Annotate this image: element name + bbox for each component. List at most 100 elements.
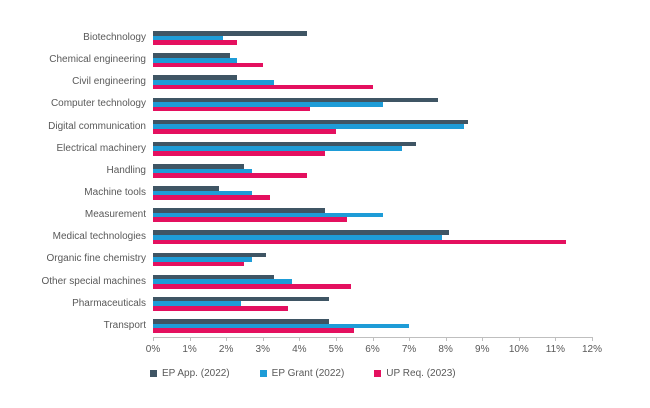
bar-ep-app-2022 [153, 186, 219, 191]
bar-up-req-2023 [153, 62, 263, 68]
bar-ep-app-2022 [153, 164, 245, 169]
bar-ep-app-2022 [153, 75, 238, 81]
bar-up-req-2023 [153, 261, 245, 267]
x-tick-label: 6% [365, 344, 380, 355]
legend-label: EP Grant (2022) [271, 368, 345, 379]
x-tick-label: 8% [438, 344, 453, 355]
category-label: Computer technology [50, 98, 146, 110]
bar-ep-app-2022 [153, 319, 329, 324]
legend-item: UP Req. (2023) [374, 368, 456, 379]
bar-ep-grant-2022 [153, 257, 252, 262]
bar-up-req-2023 [153, 217, 347, 223]
x-tick-mark [482, 337, 484, 341]
bar-group [153, 182, 592, 204]
bar-ep-grant-2022 [153, 235, 442, 240]
x-tick-label: 3% [255, 344, 270, 355]
x-tick-mark [335, 337, 337, 341]
bar-group [153, 248, 592, 270]
category-label: Medical technologies [52, 231, 146, 243]
bar-up-req-2023 [153, 151, 325, 156]
category-label: Biotechnology [83, 32, 146, 44]
x-tick-mark [409, 337, 411, 341]
bar-group [153, 271, 592, 293]
x-tick-label: 5% [328, 344, 344, 355]
bar-ep-grant-2022 [153, 323, 410, 329]
legend-swatch-icon [374, 370, 382, 377]
bar-ep-app-2022 [153, 252, 267, 258]
x-tick-mark [445, 337, 447, 341]
bar-ep-grant-2022 [153, 279, 293, 284]
legend-swatch-icon [259, 370, 267, 377]
bar-up-req-2023 [153, 173, 307, 178]
bar-group [153, 49, 592, 71]
category-label: Digital communication [48, 120, 146, 132]
category-label: Handling [106, 164, 146, 176]
bar-up-req-2023 [153, 106, 311, 112]
x-tick-label: 7% [401, 344, 417, 355]
legend-item: EP App. (2022) [150, 368, 230, 379]
bar-up-req-2023 [153, 128, 336, 134]
bar-ep-grant-2022 [153, 102, 384, 107]
bar-group [153, 116, 592, 138]
bar-group [153, 93, 592, 115]
bar-ep-grant-2022 [153, 301, 241, 307]
legend-label: UP Req. (2023) [386, 368, 456, 379]
bar-up-req-2023 [153, 84, 373, 90]
bar-group [153, 226, 592, 248]
x-tick-mark [153, 337, 154, 341]
bar-group [153, 160, 592, 182]
category-label: Chemical engineering [49, 54, 146, 66]
bar-group [153, 138, 592, 160]
x-tick-label: 0% [145, 344, 161, 355]
bar-ep-app-2022 [153, 141, 417, 147]
bar-up-req-2023 [153, 40, 238, 45]
x-tick-mark [372, 337, 374, 341]
legend: EP App. (2022) EP Grant (2022) UP Req. (20… [150, 368, 456, 379]
bar-ep-grant-2022 [153, 35, 223, 41]
category-label: Measurement [84, 209, 146, 221]
bar-ep-app-2022 [153, 274, 274, 280]
x-tick-mark [299, 337, 301, 341]
legend-item: EP Grant (2022) [259, 368, 345, 379]
bar-group [153, 27, 592, 49]
category-label: Pharmaceuticals [72, 297, 146, 309]
bar-ep-grant-2022 [153, 80, 274, 85]
bar-ep-grant-2022 [153, 146, 402, 152]
x-tick-mark [226, 337, 228, 341]
x-tick-label: 12% [581, 344, 602, 355]
bar-ep-app-2022 [153, 208, 325, 213]
bar-ep-grant-2022 [153, 124, 464, 129]
bar-ep-grant-2022 [153, 168, 252, 174]
x-tick-label: 11% [545, 344, 566, 355]
bar-ep-app-2022 [153, 230, 450, 236]
bar-up-req-2023 [153, 239, 567, 245]
bar-ep-app-2022 [153, 97, 439, 103]
bar-ep-grant-2022 [153, 212, 384, 218]
x-tick-mark [518, 337, 520, 341]
bar-up-req-2023 [153, 195, 271, 200]
bar-up-req-2023 [153, 283, 351, 289]
category-label: Electrical machinery [56, 142, 146, 154]
legend-label: EP App. (2022) [162, 368, 230, 379]
category-label: Other special machines [41, 275, 147, 287]
x-tick-label: 1% [182, 344, 197, 355]
x-tick-label: 10% [508, 344, 529, 355]
bar-ep-grant-2022 [153, 190, 252, 196]
x-tick-label: 2% [218, 344, 234, 355]
x-tick-mark [555, 337, 557, 341]
bar-groups [153, 27, 592, 337]
bar-group [153, 315, 592, 337]
bar-ep-app-2022 [153, 31, 307, 36]
x-tick-mark [262, 337, 264, 341]
bar-ep-app-2022 [153, 53, 230, 58]
bar-ep-app-2022 [153, 296, 329, 302]
bar-up-req-2023 [153, 306, 289, 311]
legend-swatch-icon [150, 370, 157, 377]
x-tick-label: 4% [292, 344, 307, 355]
category-label: Organic fine chemistry [46, 253, 146, 265]
category-label: Civil engineering [72, 76, 146, 88]
category-label: Transport [103, 319, 146, 331]
bar-group [153, 293, 592, 315]
bar-ep-app-2022 [153, 119, 468, 125]
